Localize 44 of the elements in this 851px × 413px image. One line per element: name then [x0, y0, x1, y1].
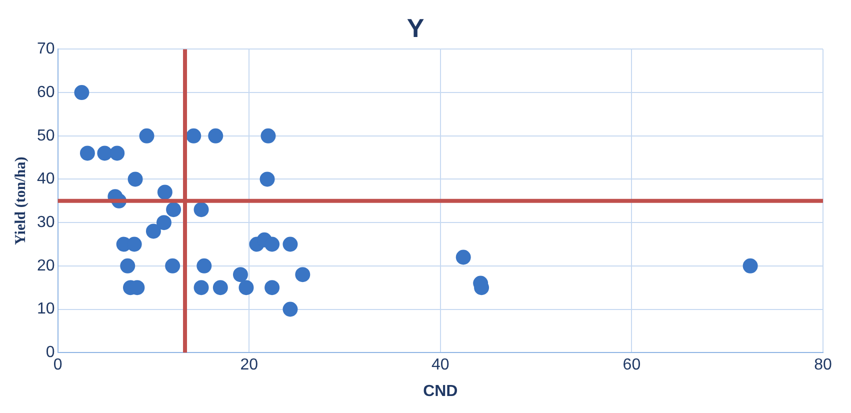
point [264, 280, 280, 296]
point [196, 258, 212, 274]
point [456, 250, 471, 265]
point [165, 258, 180, 274]
y-tick-label: 0 [46, 344, 55, 362]
point [194, 202, 209, 218]
x-tick-label: 20 [240, 356, 258, 374]
point [212, 280, 228, 296]
point [80, 146, 95, 161]
y-axis-title: Yield (ton/ha) [12, 156, 29, 245]
y-tick-label: 40 [37, 170, 55, 188]
point [260, 128, 276, 144]
y-tick-label: 60 [37, 84, 55, 101]
point [139, 128, 154, 144]
point [194, 280, 209, 296]
x-tick-label: 60 [622, 356, 641, 374]
point [742, 258, 758, 274]
point [282, 302, 298, 317]
point [238, 280, 254, 296]
point [295, 267, 310, 282]
chart-title: Y [406, 12, 424, 43]
y-tick-label: 50 [37, 127, 55, 144]
point [186, 128, 202, 144]
y-tick-label: 20 [37, 257, 55, 274]
y-tick-label: 10 [37, 300, 55, 318]
point [156, 215, 172, 230]
point [264, 236, 280, 252]
point [146, 224, 161, 239]
y-tick-label: 70 [37, 40, 55, 58]
point [232, 267, 248, 282]
point [157, 184, 172, 200]
x-tick-label: 40 [432, 356, 450, 374]
point [110, 146, 125, 161]
point [260, 172, 275, 187]
point [120, 258, 136, 274]
point [97, 146, 112, 161]
point [128, 172, 143, 187]
point [166, 202, 182, 218]
x-axis-title: CND [423, 382, 458, 400]
point [208, 128, 224, 144]
point [282, 236, 298, 252]
x-tick-label: 80 [814, 356, 832, 374]
y-tick-label: 30 [37, 214, 55, 231]
point [74, 85, 90, 100]
